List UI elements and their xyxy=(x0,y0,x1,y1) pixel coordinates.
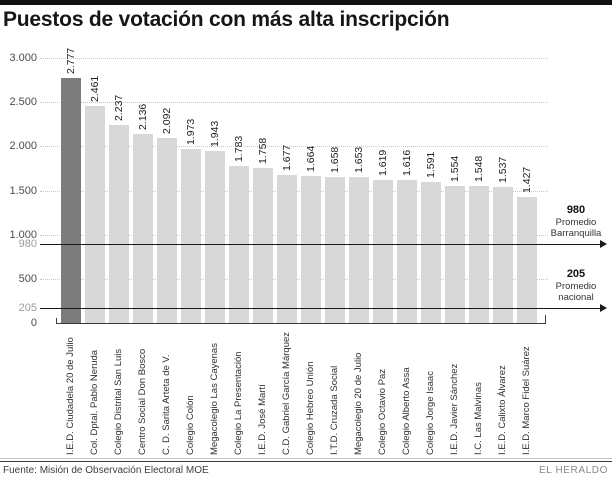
x-axis-category-label: I.E.D. Ciudadela 20 de Julio xyxy=(65,337,76,455)
x-axis-category-label: I.C. Las Malvinas xyxy=(473,382,484,455)
bar-value-label: 1.537 xyxy=(497,156,509,184)
x-axis-category-label: Colegio Jorge Isaac xyxy=(425,371,436,455)
bar-value-label: 1.664 xyxy=(305,145,317,172)
bar-value-label: 1.973 xyxy=(185,118,197,145)
reference-line xyxy=(40,244,601,245)
bar xyxy=(397,180,417,323)
x-axis-category-label: I.E.D. Calixto Álvarez xyxy=(497,365,508,455)
x-axis-right-tick xyxy=(545,315,546,323)
y-axis-reference-label: 205 xyxy=(18,302,37,314)
chart-title: Puestos de votación con más alta inscrip… xyxy=(3,8,450,31)
bar xyxy=(421,182,441,323)
reference-line-arrowhead xyxy=(600,240,607,248)
y-axis-reference-label: 980 xyxy=(18,238,37,250)
gridline xyxy=(40,102,548,104)
bar-value-label: 2.237 xyxy=(113,95,125,122)
x-axis-line xyxy=(56,323,546,324)
bar xyxy=(493,187,513,323)
bar xyxy=(373,179,393,323)
footer-rule-light xyxy=(0,458,612,459)
bar-value-label: 1.554 xyxy=(449,155,461,182)
footer-rule-dark xyxy=(0,461,612,462)
x-axis-category-label: Colegio La Presentación xyxy=(233,351,244,455)
bar-value-label: 1.943 xyxy=(209,121,221,148)
bar xyxy=(469,186,489,323)
gridline xyxy=(40,58,548,59)
x-axis-category-label: Colegio Hebreo Unión xyxy=(305,361,316,455)
reference-annotation-text: Promedio xyxy=(555,281,597,292)
bar xyxy=(109,125,129,323)
bar xyxy=(181,148,201,323)
y-axis-tick-label: 3.000 xyxy=(9,52,37,64)
bar-value-label: 1.783 xyxy=(233,135,245,162)
y-axis-tick-label: 500 xyxy=(18,272,37,285)
reference-annotation-text: nacional xyxy=(558,292,594,303)
bar-value-label: 1.591 xyxy=(425,152,437,179)
x-axis-category-label: C. D. Sarita Arteta de V. xyxy=(161,354,172,455)
bar-value-label: 1.619 xyxy=(377,149,389,176)
x-axis-category-label: Colegio Distrital San Luis xyxy=(113,348,124,455)
y-axis-tick-label: 2.500 xyxy=(9,96,37,109)
bar xyxy=(253,167,273,323)
x-axis-category-label: Centro Social Don Bosco xyxy=(137,348,148,455)
y-axis-tick-label: 2.000 xyxy=(9,140,37,153)
x-axis-left-tick xyxy=(56,318,57,323)
bar xyxy=(349,176,369,323)
x-axis-category-label: Colegio Colón xyxy=(185,395,196,455)
bar-value-label: 2.092 xyxy=(161,107,173,135)
bar xyxy=(325,176,345,323)
bar xyxy=(445,185,465,323)
reference-annotation-text: Promedio xyxy=(555,217,597,228)
bar xyxy=(277,174,297,323)
bar xyxy=(517,196,537,323)
bar-value-label: 1.677 xyxy=(281,144,293,171)
bar-value-label: 2.461 xyxy=(89,75,101,102)
bar xyxy=(133,134,153,323)
y-axis-tick-label: 0 xyxy=(30,317,37,329)
publisher-credit: EL HERALDO xyxy=(539,465,608,476)
gridline xyxy=(40,146,548,148)
y-axis-tick-label: 1.500 xyxy=(9,184,37,197)
bar-value-label: 2.777 xyxy=(65,47,77,74)
x-axis-category-label: Colegio Octavio Paz xyxy=(377,368,388,455)
bar xyxy=(301,176,321,323)
x-axis-category-label: Colegio Alberto Assa xyxy=(401,367,412,455)
bar-value-label: 1.427 xyxy=(521,166,533,193)
bar xyxy=(157,138,177,323)
x-axis-category-label: Col. Dptal. Pablo Neruda xyxy=(89,349,100,455)
bar xyxy=(205,151,225,323)
bar-value-label: 1.616 xyxy=(401,149,413,177)
bar-value-label: 2.136 xyxy=(137,104,149,131)
bar-value-label: 1.548 xyxy=(473,155,485,183)
x-axis-category-label: Megacolegio Las Cayenas xyxy=(209,343,220,455)
reference-line-arrowhead xyxy=(600,304,607,312)
reference-annotation-value: 205 xyxy=(566,268,586,280)
x-axis-category-label: Megacolegio 20 de Julio xyxy=(353,352,364,455)
x-axis-category-label: I.E.D. Marco Fidel Suárez xyxy=(521,346,532,455)
top-rule xyxy=(0,0,612,5)
bar-value-label: 1.658 xyxy=(329,146,341,173)
x-axis-category-label: I.E.D. Javier Sánchez xyxy=(449,363,460,455)
reference-annotation: 980 Promedio Barranquilla xyxy=(544,204,608,239)
x-axis-category-label: C.D. Gabriel García Márquez xyxy=(281,331,292,455)
reference-annotation-value: 980 xyxy=(566,204,586,216)
y-axis-tick-label: 1.000 xyxy=(9,228,37,241)
bar-value-label: 1.653 xyxy=(353,146,365,173)
bar-value-label: 1.758 xyxy=(257,137,269,164)
bar xyxy=(85,105,105,323)
x-axis-category-label: I.E.D. José Martí xyxy=(257,384,268,455)
reference-annotation: 205 Promedio nacional xyxy=(544,268,608,303)
bar-highlighted xyxy=(61,77,81,323)
reference-line xyxy=(40,308,601,309)
source-note: Fuente: Misión de Observación Electoral … xyxy=(3,465,209,476)
reference-annotation-text: Barranquilla xyxy=(550,228,602,239)
x-axis-category-label: I.T.D. Cruzada Social xyxy=(329,365,340,455)
